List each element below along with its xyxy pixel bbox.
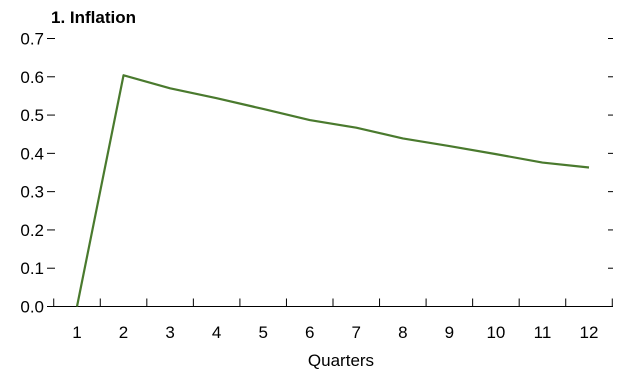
y-axis: 0.0 0.1 0.2 0.3 0.4 0.5 0.6 0.7 <box>20 30 613 317</box>
x-tick-label: 10 <box>486 323 505 342</box>
y-tick-label: 0.6 <box>20 68 44 87</box>
y-tick-label: 0.0 <box>20 298 44 317</box>
x-tick-label: 6 <box>305 323 314 342</box>
y-tick-label: 0.1 <box>20 259 44 278</box>
series-line-inflation <box>75 74 590 307</box>
y-tick-label: 0.7 <box>20 30 44 49</box>
x-tick-label: 7 <box>352 323 361 342</box>
series-layer <box>75 74 590 307</box>
y-tick-label: 0.3 <box>20 183 44 202</box>
x-axis-title: Quarters <box>308 351 374 370</box>
x-tick-label: 12 <box>580 323 599 342</box>
x-tick-label: 2 <box>119 323 128 342</box>
x-tick-label: 11 <box>534 323 552 342</box>
x-tick-label: 8 <box>398 323 407 342</box>
x-tick-label: 1 <box>72 323 81 342</box>
y-tick-label: 0.2 <box>20 221 44 240</box>
x-tick-label: 5 <box>258 323 267 342</box>
x-tick-label: 4 <box>212 323 221 342</box>
y-tick-label: 0.5 <box>20 106 44 125</box>
y-tick-label: 0.4 <box>20 144 44 163</box>
chart-title: 1. Inflation <box>51 8 136 27</box>
x-tick-label: 9 <box>445 323 454 342</box>
x-tick-label: 3 <box>165 323 174 342</box>
x-axis: 1 2 3 4 5 6 7 8 9 10 11 12 <box>53 298 613 342</box>
